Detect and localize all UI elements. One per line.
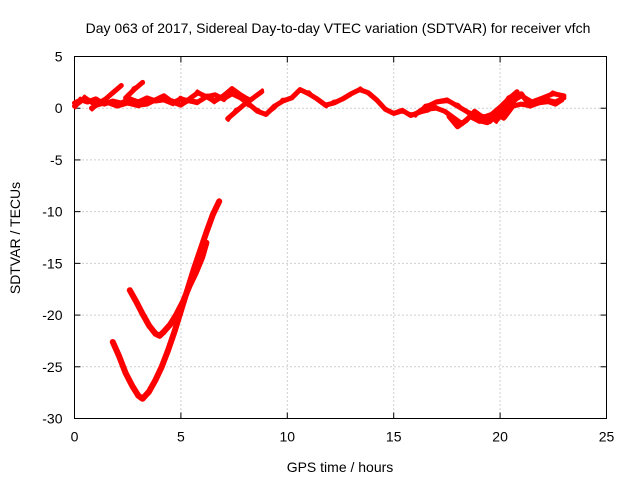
y-tick-label: -20: [42, 307, 62, 323]
tick-label-layer: 0 5 10 15 20 25 5 0 -5 -10 -15 -20 -25 -30: [42, 49, 614, 445]
x-tick-label: 25: [599, 429, 615, 445]
series-noise-segment-e: [226, 88, 264, 122]
series-line-descent-arc-upper: [126, 239, 210, 339]
y-tick-label: -30: [42, 411, 62, 427]
series-noise-segment-g: [448, 91, 520, 127]
plot-frame: [74, 56, 607, 419]
ticks-layer: [74, 56, 607, 419]
x-tick-label: 15: [386, 429, 402, 445]
y-tick-label: -10: [42, 204, 62, 220]
y-tick-label: -5: [50, 152, 63, 168]
y-tick-label: 0: [55, 100, 63, 116]
series-noise-segment-h: [494, 94, 564, 124]
series-noise-descent-arc-upper: [128, 239, 208, 339]
series-noise-segment-d: [124, 81, 145, 102]
x-tick-label: 10: [280, 429, 296, 445]
y-axis-label: SDTVAR / TECUs: [7, 182, 23, 294]
x-tick-label: 0: [71, 429, 79, 445]
grid-layer: [74, 56, 607, 419]
x-axis-label: GPS time / hours: [287, 459, 394, 475]
x-tick-label: 5: [177, 429, 185, 445]
series-line-descent-arc-lower: [109, 198, 223, 402]
y-tick-label: 5: [55, 49, 63, 65]
series-noise-segment-b: [73, 88, 250, 110]
series-noise-descent-arc-lower: [111, 200, 221, 402]
series-layer: [72, 79, 567, 402]
series-noise-segment-c: [90, 85, 123, 112]
x-tick-label: 20: [492, 429, 508, 445]
chart-title: Day 063 of 2017, Sidereal Day-to-day VTE…: [86, 20, 591, 36]
y-tick-label: -25: [42, 359, 62, 375]
y-tick-label: -15: [42, 255, 62, 271]
